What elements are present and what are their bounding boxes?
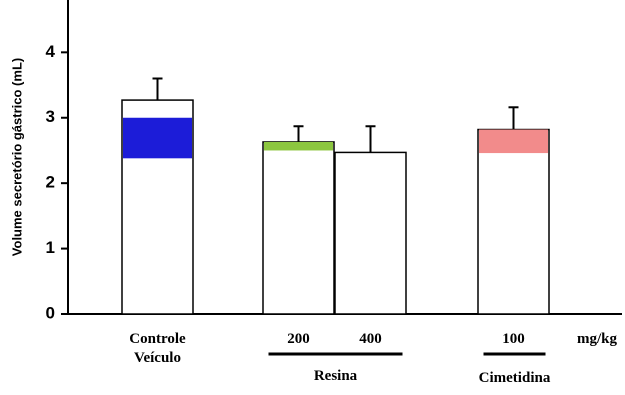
x-tick-label: 100	[502, 331, 525, 347]
y-tick-label: 4	[46, 42, 56, 61]
y-axis-label: Volume secretório gástrico (mL)	[9, 58, 24, 256]
bar	[262, 141, 335, 315]
y-tick-label: 1	[46, 238, 55, 257]
group-label: Cimetidina	[478, 370, 551, 386]
y-tick-label: 3	[46, 107, 55, 126]
bar-highlight	[479, 129, 548, 154]
bar-highlight	[264, 141, 333, 151]
bar	[334, 151, 407, 315]
y-tick-label: 0	[46, 303, 55, 322]
bar	[477, 128, 550, 315]
x-tick-label: Controle Veículo	[129, 331, 186, 366]
x-tick-label: 400	[359, 331, 382, 347]
x-tick-label: 200	[287, 331, 310, 347]
bar-highlight	[123, 117, 192, 159]
group-label: Resina	[313, 368, 358, 384]
x-unit: mg/kg	[576, 331, 617, 347]
y-tick-label: 2	[46, 173, 55, 192]
